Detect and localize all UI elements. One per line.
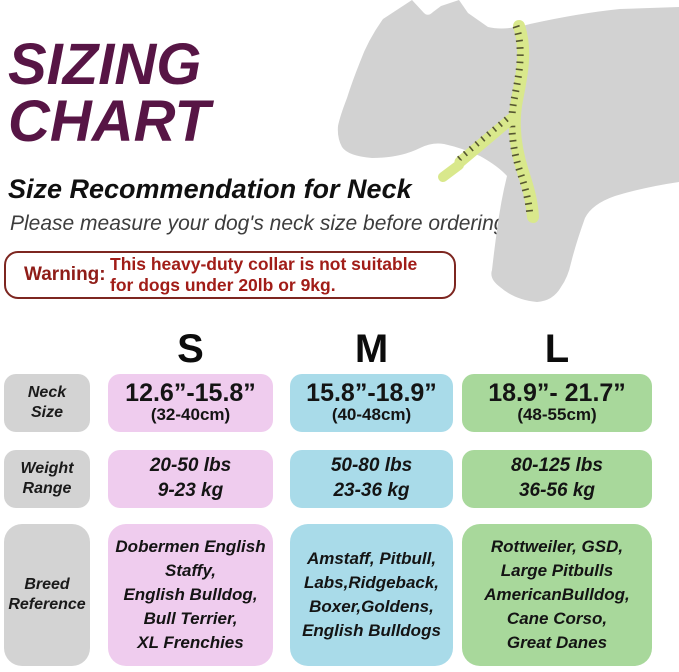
weight-range-row: Weight Range 20-50 lbs 9-23 kg 50-80 lbs… [4, 450, 664, 508]
neck-size-row: Neck Size 12.6”-15.8” (32-40cm) 15.8”-18… [4, 374, 664, 432]
measure-note: Please measure your dog's neck size befo… [10, 212, 506, 235]
size-table: S M L Neck Size 12.6”-15.8” (32-40cm) 15… [4, 326, 664, 666]
breed-list-l: Rottweiler, GSD, Large Pitbulls American… [484, 536, 630, 653]
section-subtitle: Size Recommendation for Neck [8, 174, 412, 204]
warning-box: Warning: This heavy-duty collar is not s… [4, 251, 456, 299]
weight-range-l: 80-125 lbs 36-56 kg [511, 455, 603, 501]
warning-text: This heavy-duty collar is not suitable f… [110, 254, 418, 295]
weight-range-cell-l: 80-125 lbs 36-56 kg [462, 450, 652, 508]
neck-size-cell-s: 12.6”-15.8” (32-40cm) [108, 374, 273, 432]
size-header-row: S M L [4, 326, 664, 371]
dog-silhouette [337, 0, 679, 302]
neck-size-m-inches: 15.8”-18.9” [306, 378, 437, 407]
weight-range-cell-m: 50-80 lbs 23-36 kg [290, 450, 453, 508]
neck-size-s-inches: 12.6”-15.8” [125, 378, 256, 407]
breed-reference-cell-s: Dobermen English Staffy, English Bulldog… [108, 524, 273, 666]
page-title: SIZING CHART [8, 32, 210, 155]
row-label-weight-range: Weight Range [4, 450, 90, 508]
breed-reference-cell-l: Rottweiler, GSD, Large Pitbulls American… [462, 524, 652, 666]
breed-list-s: Dobermen English Staffy, English Bulldog… [115, 536, 266, 653]
neck-size-l-inches: 18.9”- 21.7” [488, 378, 626, 407]
row-label-breed-reference: Breed Reference [4, 524, 90, 666]
warning-label: Warning: [24, 264, 106, 285]
dog-silhouette-icon [337, 0, 679, 302]
weight-range-m: 50-80 lbs 23-36 kg [330, 455, 413, 501]
column-header-s: S [177, 326, 204, 371]
dog-illustration [330, 0, 679, 320]
column-header-l: L [544, 326, 570, 371]
neck-size-cell-l: 18.9”- 21.7” (48-55cm) [462, 374, 652, 432]
neck-size-l-cm: (48-55cm) [517, 405, 597, 425]
header-spacer [4, 328, 90, 370]
neck-size-m-cm: (40-48cm) [331, 405, 412, 425]
column-header-m: M [354, 326, 389, 371]
row-label-neck-size: Neck Size [4, 374, 90, 432]
breed-reference-cell-m: Amstaff, Pitbull, Labs,Ridgeback, Boxer,… [290, 524, 453, 666]
neck-size-cell-m: 15.8”-18.9” (40-48cm) [290, 374, 453, 432]
neck-size-s-cm: (32-40cm) [150, 405, 231, 425]
measuring-tape-icon [438, 20, 539, 223]
weight-range-s: 20-50 lbs 9-23 kg [149, 455, 232, 501]
breed-list-m: Amstaff, Pitbull, Labs,Ridgeback, Boxer,… [302, 548, 441, 641]
weight-range-cell-s: 20-50 lbs 9-23 kg [108, 450, 273, 508]
breed-reference-row: Breed Reference Dobermen English Staffy,… [4, 524, 664, 666]
